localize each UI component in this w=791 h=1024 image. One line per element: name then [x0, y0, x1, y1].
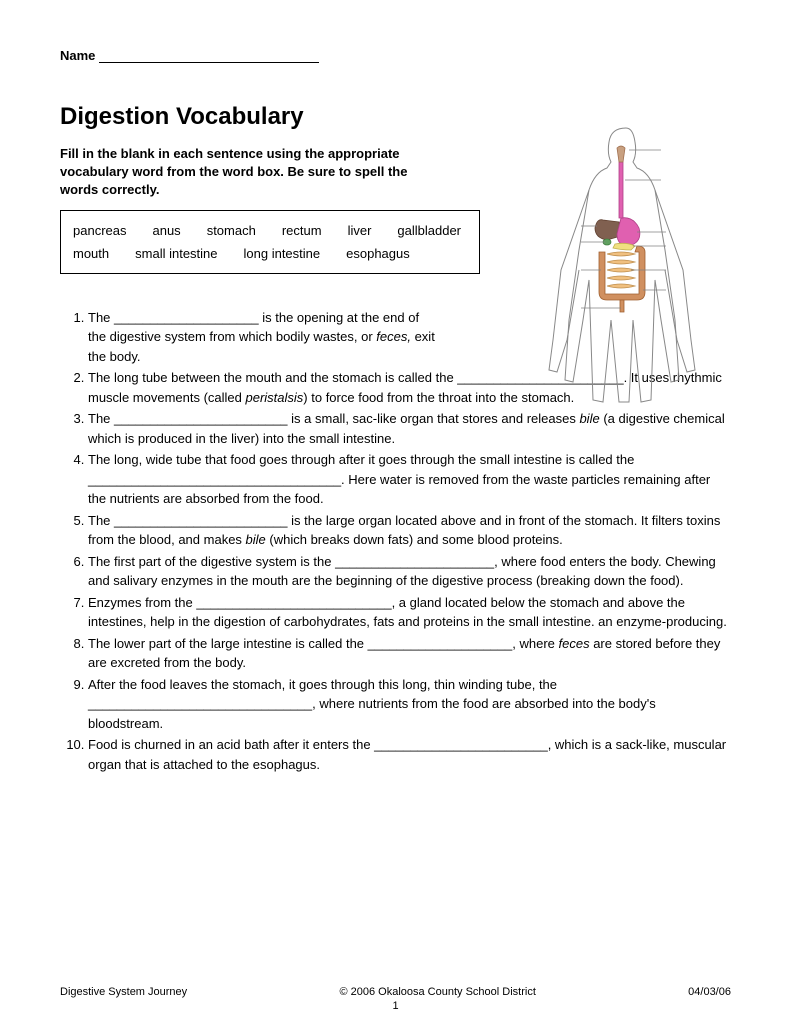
- wordbox-row-2: mouth small intestine long intestine eso…: [73, 242, 467, 265]
- q-text: The lower part of the large intestine is…: [88, 636, 559, 651]
- word-box: pancreas anus stomach rectum liver gallb…: [60, 210, 480, 274]
- q-italic: peristalsis: [246, 390, 304, 405]
- word-item: long intestine: [244, 246, 321, 261]
- word-item: small intestine: [135, 246, 217, 261]
- word-item: gallbladder: [397, 223, 461, 238]
- question-6: The first part of the digestive system i…: [88, 552, 731, 591]
- wordbox-row-1: pancreas anus stomach rectum liver gallb…: [73, 219, 467, 242]
- question-9: After the food leaves the stomach, it go…: [88, 675, 731, 734]
- question-4: The long, wide tube that food goes throu…: [88, 450, 731, 509]
- word-item: liver: [348, 223, 372, 238]
- name-label: Name: [60, 48, 95, 63]
- question-5: The ________________________ is the larg…: [88, 511, 731, 550]
- q-italic: feces,: [376, 329, 411, 344]
- page-footer: Digestive System Journey © 2006 Okaloosa…: [60, 986, 731, 998]
- word-item: anus: [152, 223, 180, 238]
- word-item: esophagus: [346, 246, 410, 261]
- digestive-system-diagram: [511, 120, 741, 420]
- footer-center: © 2006 Okaloosa County School District: [339, 986, 535, 998]
- word-item: rectum: [282, 223, 322, 238]
- q-text: The ____________________ is the opening …: [88, 310, 419, 345]
- word-item: stomach: [207, 223, 256, 238]
- q-italic: bile: [246, 532, 266, 547]
- word-item: pancreas: [73, 223, 126, 238]
- page-number: 1: [392, 1000, 398, 1012]
- instructions-text: Fill in the blank in each sentence using…: [60, 145, 420, 200]
- footer-left: Digestive System Journey: [60, 986, 187, 998]
- word-item: mouth: [73, 246, 109, 261]
- q-italic: feces: [559, 636, 590, 651]
- question-8: The lower part of the large intestine is…: [88, 634, 731, 673]
- footer-right: 04/03/06: [688, 986, 731, 998]
- worksheet-page: Name Digestion Vocabulary Fill in the bl…: [0, 0, 791, 1024]
- q-text: (which breaks down fats) and some blood …: [266, 532, 563, 547]
- q-text: The ________________________ is a small,…: [88, 411, 579, 426]
- question-10: Food is churned in an acid bath after it…: [88, 735, 731, 774]
- question-1: The ____________________ is the opening …: [88, 308, 438, 367]
- question-7: Enzymes from the _______________________…: [88, 593, 731, 632]
- name-field-row: Name: [60, 48, 731, 63]
- name-blank[interactable]: [99, 62, 319, 63]
